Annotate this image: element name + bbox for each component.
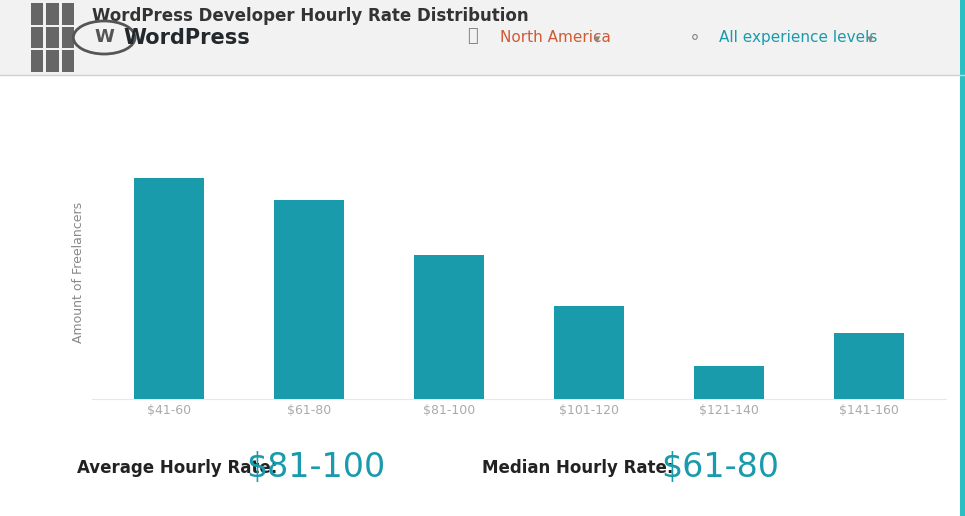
Text: All experience levels: All experience levels <box>719 30 877 45</box>
Text: W: W <box>95 28 114 46</box>
Text: WordPress Developer Hourly Rate Distribution: WordPress Developer Hourly Rate Distribu… <box>92 7 528 25</box>
Y-axis label: Amount of Freelancers: Amount of Freelancers <box>71 201 85 343</box>
Text: ▾: ▾ <box>867 34 872 46</box>
Text: WordPress: WordPress <box>124 27 250 47</box>
Text: Average Hourly Rate:: Average Hourly Rate: <box>77 459 278 477</box>
Bar <box>694 366 763 399</box>
Bar <box>414 255 483 399</box>
Text: North America: North America <box>500 30 611 45</box>
Bar <box>554 307 623 399</box>
Bar <box>134 178 204 399</box>
Text: Median Hourly Rate:: Median Hourly Rate: <box>482 459 674 477</box>
Text: ⚬: ⚬ <box>688 28 702 46</box>
Text: Ⓞ: Ⓞ <box>467 27 479 45</box>
Bar <box>834 333 903 399</box>
Text: ▾: ▾ <box>593 34 599 46</box>
Bar <box>274 200 344 399</box>
Text: $61-80: $61-80 <box>661 452 779 485</box>
Text: $81-100: $81-100 <box>246 452 385 485</box>
